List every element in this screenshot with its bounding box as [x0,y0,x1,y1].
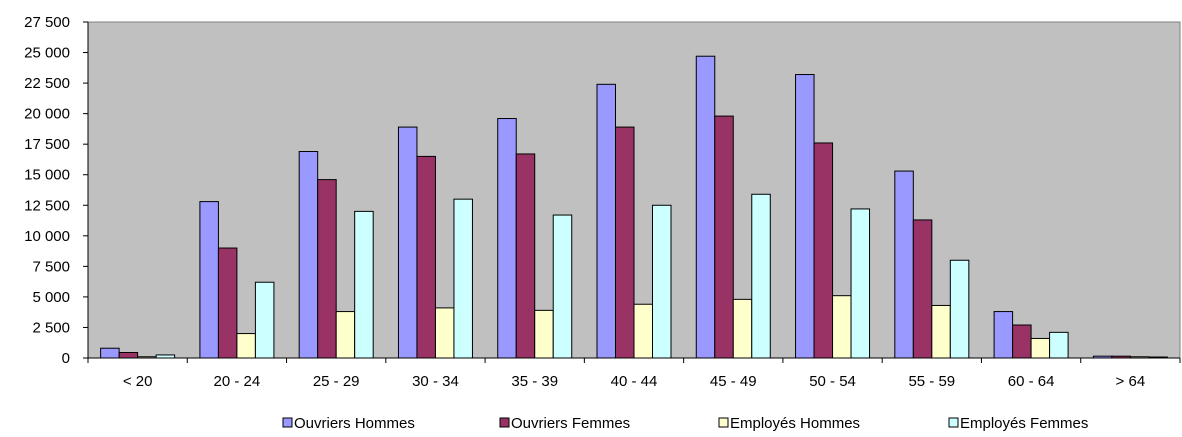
legend: Ouvriers Hommes Ouvriers Femmes Employés H… [282,415,1088,432]
x-tick-label: 20 - 24 [214,373,261,390]
legend-label: Employés Hommes [730,415,860,432]
x-tick-label: 30 - 34 [412,373,459,390]
bar [1030,337,1051,359]
bar [199,201,219,359]
x-tick-label: > 64 [1116,373,1146,390]
bar [354,210,374,359]
bar [434,307,455,359]
y-tick-label: 7 500 [32,258,70,275]
legend-swatch [282,417,293,428]
y-tick-label: 10 000 [24,228,70,245]
x-tick-label: 35 - 39 [511,373,558,390]
legend-label: Ouvriers Femmes [511,415,630,432]
bar [652,204,672,359]
legend-swatch [718,417,729,428]
x-tick-label: 55 - 59 [908,373,955,390]
y-tick-label: 20 000 [24,106,70,123]
bar [751,193,771,359]
bar [453,198,473,359]
legend-swatch [948,417,959,428]
y-tick-label: 0 [62,350,70,367]
bar [515,153,536,359]
legend-swatch [499,417,510,428]
legend-label: Employés Femmes [960,415,1088,432]
y-tick-label: 17 500 [24,136,70,153]
y-tick-label: 27 500 [24,14,70,31]
bar [236,333,256,359]
y-axis: 0 2 500 5 000 7 500 10 000 12 500 15 000 17 500… [24,14,89,367]
y-tick-label: 5 000 [32,289,70,306]
x-tick-label: 40 - 44 [611,373,658,390]
x-tick-label: 45 - 49 [710,373,757,390]
bar [254,281,275,359]
bar [118,352,139,359]
bar [596,83,616,359]
x-tick-label: 25 - 29 [313,373,360,390]
y-tick-label: 2 500 [32,319,70,336]
bar [732,298,753,359]
bar [100,347,120,359]
legend-label: Ouvriers Hommes [294,415,415,432]
bar [993,311,1014,359]
bar [949,259,970,359]
y-tick-label: 12 500 [24,197,70,214]
bar [894,170,914,359]
y-tick-label: 22 500 [24,75,70,92]
bar [497,118,517,359]
bar [695,55,716,359]
bar [633,303,653,359]
bar [217,247,238,359]
x-tick-label: 60 - 64 [1008,373,1055,390]
bar [397,126,418,359]
bar [298,151,319,359]
y-tick-label: 25 000 [24,45,70,62]
x-tick-label: 50 - 54 [809,373,856,390]
bar [795,74,815,359]
x-axis: < 20 20 - 24 25 - 29 30 - 34 35 - 39 40 - 44 4… [87,357,1181,390]
bar [912,219,933,359]
bar [813,142,834,359]
bar [416,155,436,359]
bar [850,208,871,359]
x-tick-label: < 20 [123,373,153,390]
bar [1012,324,1032,359]
bar [931,304,951,359]
bar [1049,331,1069,359]
bar [615,126,635,359]
bar [832,295,852,359]
bar [534,309,554,359]
bar [317,179,337,359]
bar [714,115,734,359]
bar [335,311,356,359]
bar [552,214,573,359]
bars-layer [100,55,1168,359]
y-tick-label: 15 000 [24,167,70,184]
